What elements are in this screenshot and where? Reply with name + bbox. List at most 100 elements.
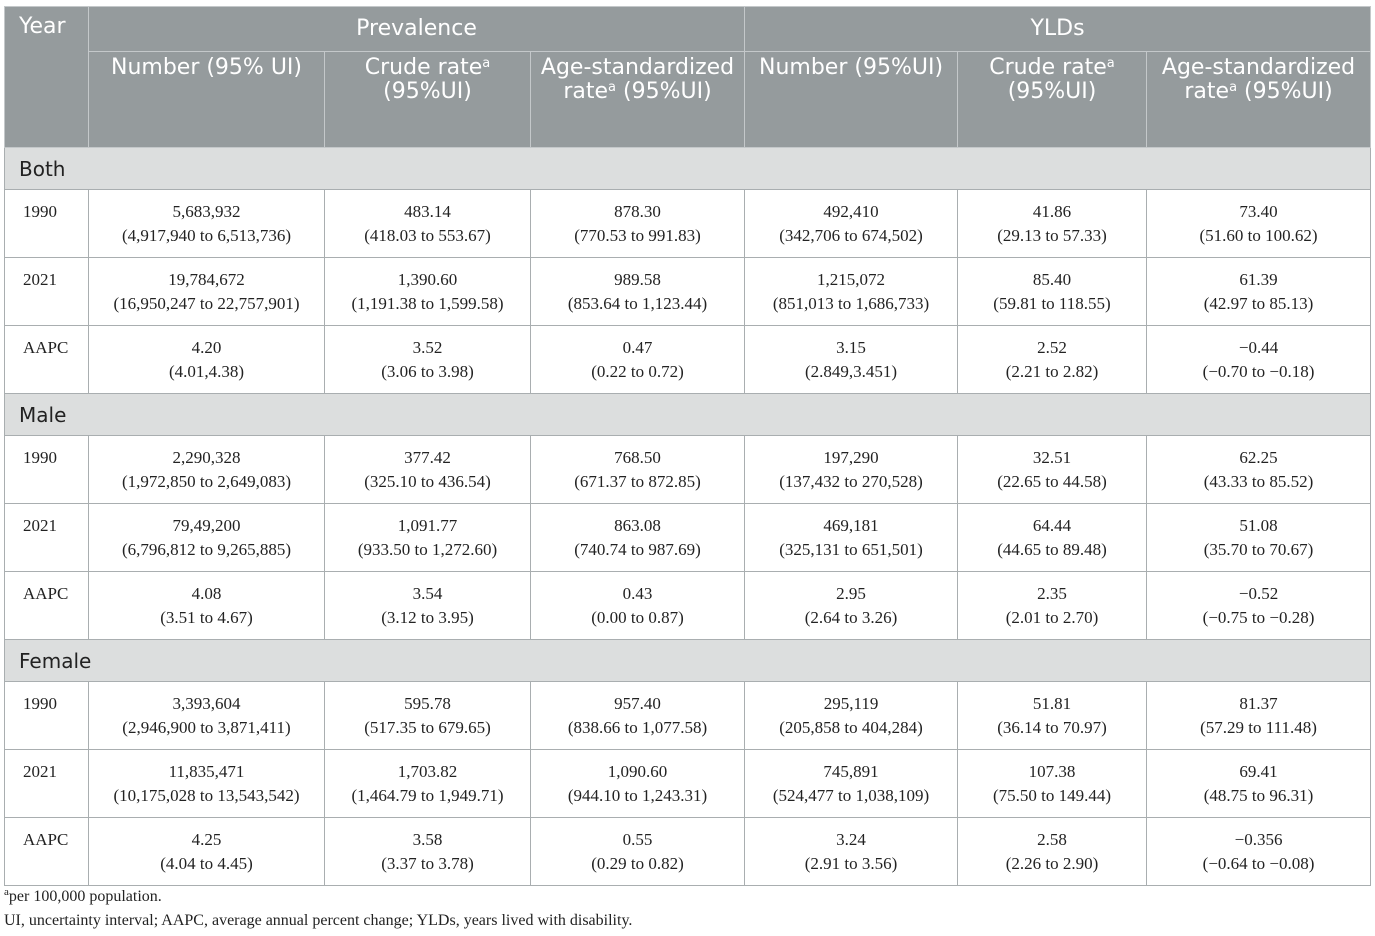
table-cell: 41.86 (29.13 to 57.33) [957, 189, 1148, 258]
cell-interval: (4.01,4.38) [168, 362, 245, 381]
table-cell: 51.81 (36.14 to 70.97) [957, 681, 1148, 750]
cell-interval: (1,464.79 to 1,949.71) [351, 786, 504, 805]
header-label-suffix: (95%UI) [1237, 79, 1333, 104]
cell-content: 4.20 (4.01,4.38) [89, 326, 324, 384]
cell-value: 3.24 [836, 830, 866, 849]
row-label-text: AAPC [23, 584, 69, 603]
header-prevalence: Prevalence [87, 6, 746, 52]
cell-interval: (3.37 to 3.78) [381, 854, 474, 873]
header-ylds-crude-rate: Crude ratea (95%UI) [957, 51, 1148, 148]
cell-interval: (2.849,3.451) [804, 362, 898, 381]
header-label-suffix: (95%UI) [1007, 79, 1097, 104]
section-label: Male [3, 393, 1372, 436]
table-cell: 107.38 (75.50 to 149.44) [957, 749, 1148, 818]
table-cell: 492,410 (342,706 to 674,502) [744, 189, 959, 258]
table-row: 2021 19,784,672 (16,950,247 to 22,757,901)… [4, 257, 1372, 326]
cell-value: 878.30 [614, 202, 661, 221]
cell-content: 1,390.60 (1,191.38 to 1,599.58) [325, 258, 530, 316]
cell-interval: (342,706 to 674,502) [779, 226, 923, 245]
row-label: 2021 [4, 503, 89, 572]
header-label: Number (95% UI) [110, 55, 303, 80]
section-label: Both [3, 147, 1372, 190]
cell-value: 3.54 [412, 584, 443, 603]
table-cell: 745,891 (524,477 to 1,038,109) [744, 749, 959, 818]
cell-value: −0.44 [1238, 338, 1279, 357]
cell-content: 79,49,200 (6,796,812 to 9,265,885) [89, 504, 324, 562]
cell-value: 197,290 [823, 448, 879, 467]
cell-content: 62.25 (43.33 to 85.52) [1147, 436, 1370, 494]
table-cell: 3.58 (3.37 to 3.78) [324, 817, 531, 886]
cell-content: 41.86 (29.13 to 57.33) [958, 190, 1146, 248]
cell-content: 483.14 (418.03 to 553.67) [325, 190, 530, 248]
cell-value: 3.58 [412, 830, 443, 849]
table-row: 1990 2,290,328 (1,972,850 to 2,649,083) 377… [4, 435, 1372, 504]
cell-content: 5,683,932 (4,917,940 to 6,513,736) [89, 190, 324, 248]
cell-value: 41.86 [1032, 202, 1072, 221]
header-prev-number: Number (95% UI) [88, 51, 325, 148]
cell-interval: (43.33 to 85.52) [1203, 472, 1314, 491]
cell-content: 4.25 (4.04 to 4.45) [89, 818, 324, 876]
row-label: 1990 [4, 189, 89, 258]
cell-value: 85.40 [1032, 270, 1072, 289]
cell-value: 745,891 [823, 762, 879, 781]
cell-interval: (838.66 to 1,077.58) [567, 718, 708, 737]
table-cell: 0.47 (0.22 to 0.72) [529, 325, 746, 394]
cell-content: 745,891 (524,477 to 1,038,109) [745, 750, 957, 808]
table-cell: 73.40 (51.60 to 100.62) [1146, 189, 1372, 258]
cell-value: 1,090.60 [607, 762, 668, 781]
cell-interval: (75.50 to 149.44) [992, 786, 1112, 805]
cell-value: 469,181 [823, 516, 879, 535]
table-cell: 1,390.60 (1,191.38 to 1,599.58) [324, 257, 531, 326]
cell-interval: (29.13 to 57.33) [997, 226, 1107, 245]
cell-value: 3,393,604 [172, 694, 241, 713]
row-label-text: 1990 [23, 202, 57, 221]
cell-content: 595.78 (517.35 to 679.65) [325, 682, 530, 740]
section-row-female: Female [3, 639, 1372, 682]
cell-content: 768.50 (671.37 to 872.85) [531, 436, 744, 494]
table-cell: 79,49,200 (6,796,812 to 9,265,885) [88, 503, 325, 572]
table-cell: 2.58 (2.26 to 2.90) [957, 817, 1148, 886]
table-cell: 1,091.77 (933.50 to 1,272.60) [324, 503, 531, 572]
table-cell: 863.08 (740.74 to 987.69) [529, 503, 746, 572]
cell-content: 989.58 (853.64 to 1,123.44) [531, 258, 744, 316]
table-cell: 69.41 (48.75 to 96.31) [1146, 749, 1372, 818]
cell-content: 2,290,328 (1,972,850 to 2,649,083) [89, 436, 324, 494]
table-cell: 768.50 (671.37 to 872.85) [529, 435, 746, 504]
table-cell: 1,090.60 (944.10 to 1,243.31) [529, 749, 746, 818]
cell-interval: (671.37 to 872.85) [574, 472, 701, 491]
row-label: AAPC [4, 817, 89, 886]
cell-value: 295,119 [823, 694, 879, 713]
table-cell: 85.40 (59.81 to 118.55) [957, 257, 1148, 326]
table-body: Both 1990 5,683,932 (4,917,940 to 6,513,736… [3, 147, 1372, 886]
table-cell: 3.15 (2.849,3.451) [744, 325, 959, 394]
cell-interval: (10,175,028 to 13,543,542) [113, 786, 300, 805]
cell-content: 863.08 (740.74 to 987.69) [531, 504, 744, 562]
cell-content: 2.58 (2.26 to 2.90) [958, 818, 1146, 876]
cell-value: 1,703.82 [397, 762, 458, 781]
cell-interval: (1,972,850 to 2,649,083) [121, 472, 292, 491]
cell-content: 73.40 (51.60 to 100.62) [1147, 190, 1370, 248]
header-prev-age-std-rate: Age-standardized ratea (95%UI) [529, 51, 746, 148]
cell-content: 3,393,604 (2,946,900 to 3,871,411) [89, 682, 324, 740]
cell-content: 1,215,072 (851,013 to 1,686,733) [745, 258, 957, 316]
cell-interval: (44.65 to 89.48) [997, 540, 1107, 559]
cell-interval: (51.60 to 100.62) [1199, 226, 1318, 245]
cell-content: 197,290 (137,432 to 270,528) [745, 436, 957, 494]
table-cell: 3.54 (3.12 to 3.95) [324, 571, 531, 640]
cell-content: 3.24 (2.91 to 3.56) [745, 818, 957, 876]
cell-content: 1,703.82 (1,464.79 to 1,949.71) [325, 750, 530, 808]
cell-value: 2.58 [1037, 830, 1067, 849]
table-row: 1990 5,683,932 (4,917,940 to 6,513,736) 483… [4, 189, 1372, 258]
cell-interval: (2.64 to 3.26) [804, 608, 898, 627]
cell-content: 2.35 (2.01 to 2.70) [958, 572, 1146, 630]
cell-content: 64.44 (44.65 to 89.48) [958, 504, 1146, 562]
table-cell: 1,215,072 (851,013 to 1,686,733) [744, 257, 959, 326]
cell-interval: (22.65 to 44.58) [997, 472, 1107, 491]
cell-content: 32.51 (22.65 to 44.58) [958, 436, 1146, 494]
cell-value: 492,410 [823, 202, 879, 221]
table-cell: 4.20 (4.01,4.38) [88, 325, 325, 394]
header-label: Number (95%UI) [759, 55, 944, 80]
cell-content: 3.54 (3.12 to 3.95) [325, 572, 530, 630]
footnote-a-text: per 100,000 population. [8, 888, 162, 905]
row-label: AAPC [4, 325, 89, 394]
